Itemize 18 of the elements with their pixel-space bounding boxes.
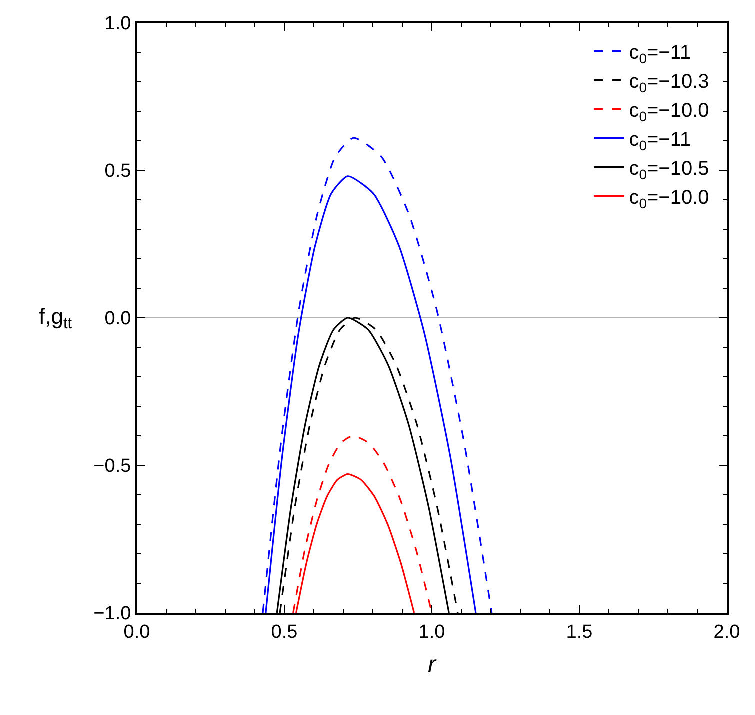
y-tick-label: −0.5 bbox=[94, 456, 132, 478]
x-tick-label: 0.5 bbox=[271, 622, 298, 643]
x-tick-label: 1.0 bbox=[418, 622, 446, 643]
x-axis-title: r bbox=[428, 652, 437, 679]
x-tick-label: 2.0 bbox=[714, 622, 740, 643]
legend-label: c$_{0}$=−10.0 bbox=[629, 100, 710, 124]
y-tick-label: 1.0 bbox=[104, 14, 132, 35]
line-series bbox=[262, 137, 493, 613]
legend-label: c$_{0}$=−10.0 bbox=[629, 187, 710, 212]
legend-label: c$_{0}$=−10.5 bbox=[629, 158, 710, 182]
legend-label: c$_{0}$=−11 bbox=[629, 129, 692, 154]
legend-label: c$_{0}$=−11 bbox=[629, 42, 692, 66]
y-tick-label: 0.0 bbox=[104, 308, 132, 330]
legend-label: c$_{0}$=−10.3 bbox=[629, 71, 710, 96]
line-series bbox=[292, 435, 433, 613]
y-axis-title: f,g$_{tt}$ bbox=[39, 304, 73, 333]
y-tick-label: 0.5 bbox=[104, 161, 132, 182]
x-tick-label: 1.5 bbox=[566, 622, 593, 643]
